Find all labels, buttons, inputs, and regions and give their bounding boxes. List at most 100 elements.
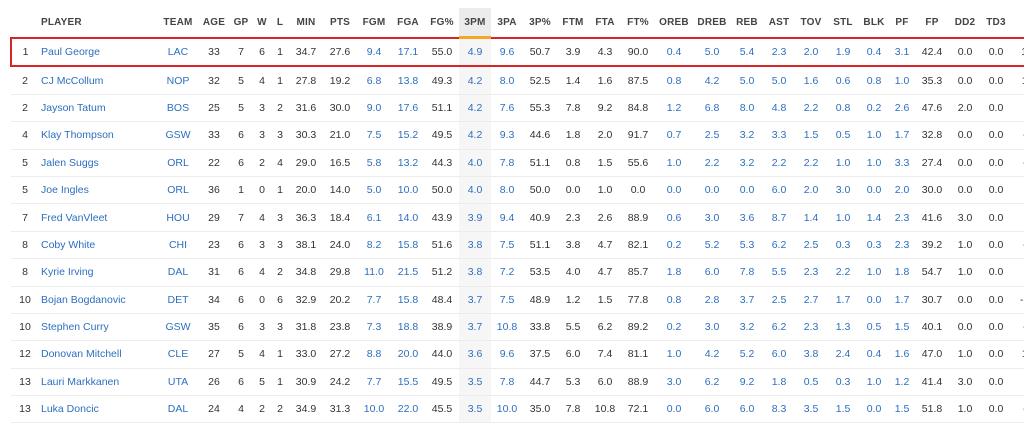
column-header-pts[interactable]: PTS xyxy=(323,8,357,38)
stat-cell-tov[interactable]: 2.3 xyxy=(795,313,827,342)
stat-cell-oreb[interactable]: 0.2 xyxy=(655,313,693,342)
stat-cell-blk[interactable]: 0.3 xyxy=(859,231,889,260)
player-name-link[interactable]: Bojan Bogdanovic xyxy=(39,286,157,314)
stat-cell-fga[interactable]: 18.8 xyxy=(391,313,425,342)
stat-cell-ast[interactable]: 5.5 xyxy=(763,258,795,287)
stat-cell-tov[interactable]: 2.2 xyxy=(795,149,827,177)
stat-cell-pf[interactable]: 1.7 xyxy=(889,286,915,314)
stat-cell-3pm[interactable]: 3.6 xyxy=(459,340,491,369)
stat-cell-dreb[interactable]: 2.5 xyxy=(693,121,731,150)
stat-cell-fga[interactable]: 15.2 xyxy=(391,121,425,150)
stat-cell-3pm[interactable]: 3.8 xyxy=(459,231,491,260)
stat-cell-pf[interactable]: 2.0 xyxy=(889,176,915,205)
stat-cell-oreb[interactable]: 0.4 xyxy=(655,36,693,68)
stat-cell-ast[interactable]: 5.0 xyxy=(763,66,795,95)
column-header-pf[interactable]: PF xyxy=(889,8,915,38)
stat-cell-tov[interactable]: 2.7 xyxy=(795,286,827,314)
stat-cell-pf[interactable]: 1.5 xyxy=(889,313,915,342)
stat-cell-stl[interactable]: 0.8 xyxy=(827,94,859,123)
stat-cell-blk[interactable]: 0.2 xyxy=(859,94,889,123)
column-header-w[interactable]: W xyxy=(253,8,271,38)
stat-cell-ast[interactable]: 1.8 xyxy=(763,368,795,397)
column-header-gp[interactable]: GP xyxy=(229,8,253,38)
stat-cell-reb[interactable]: 0.0 xyxy=(731,176,763,205)
stat-cell-reb[interactable]: 3.7 xyxy=(731,286,763,314)
stat-cell-ast[interactable]: 2.5 xyxy=(763,286,795,314)
stat-cell-fga[interactable]: 14.0 xyxy=(391,203,425,232)
table-row[interactable]: 4 Klay Thompson GSW 33 6 3 3 30.3 21.0 7.5 15.2 49.… xyxy=(11,121,1024,150)
stat-cell-stl[interactable]: 0.5 xyxy=(827,121,859,150)
stat-cell-3pa[interactable]: 7.8 xyxy=(491,149,523,177)
stat-cell-tov[interactable]: 1.4 xyxy=(795,203,827,232)
team-link[interactable]: ORL xyxy=(157,176,199,205)
stat-cell-blk[interactable]: 0.0 xyxy=(859,286,889,314)
column-header-dreb[interactable]: DREB xyxy=(693,8,731,38)
stat-cell-fga[interactable]: 13.2 xyxy=(391,149,425,177)
stat-cell-blk[interactable]: 0.8 xyxy=(859,66,889,95)
stat-cell-3pa[interactable]: 7.5 xyxy=(491,286,523,314)
stat-cell-fga[interactable]: 17.1 xyxy=(391,36,425,68)
stat-cell-dreb[interactable]: 2.8 xyxy=(693,286,731,314)
table-row[interactable]: 2 CJ McCollum NOP 32 5 4 1 27.8 19.2 6.8 13.8 49.3 4… xyxy=(11,66,1024,95)
stat-cell-dreb[interactable]: 5.2 xyxy=(693,231,731,260)
stat-cell-tov[interactable]: 1.6 xyxy=(795,66,827,95)
stat-cell-blk[interactable]: 0.4 xyxy=(859,36,889,68)
stat-cell-ast[interactable]: 2.2 xyxy=(763,149,795,177)
stat-cell-oreb[interactable]: 3.0 xyxy=(655,368,693,397)
table-row[interactable]: 12 Donovan Mitchell CLE 27 5 4 1 33.0 27.2 8.8 20.… xyxy=(11,340,1024,369)
column-header-ast[interactable]: AST xyxy=(763,8,795,38)
stat-cell-oreb[interactable]: 0.0 xyxy=(655,176,693,205)
stat-cell-fgm[interactable]: 11.0 xyxy=(357,258,391,287)
stat-cell-blk[interactable]: 0.5 xyxy=(859,313,889,342)
team-link[interactable]: CHI xyxy=(157,231,199,260)
table-row[interactable]: 10 Stephen Curry GSW 35 6 3 3 31.8 23.8 7.3 18.8 38… xyxy=(11,313,1024,342)
stat-cell-oreb[interactable]: 0.0 xyxy=(655,395,693,423)
player-name-link[interactable]: Coby White xyxy=(39,231,157,260)
stat-cell-dreb[interactable]: 4.2 xyxy=(693,340,731,369)
stat-cell-pf[interactable]: 1.2 xyxy=(889,368,915,397)
stat-cell-reb[interactable]: 7.8 xyxy=(731,258,763,287)
stat-cell-3pa[interactable]: 7.8 xyxy=(491,368,523,397)
table-row[interactable]: 8 Kyrie Irving DAL 31 6 4 2 34.8 29.8 11.0 21.5 51.… xyxy=(11,258,1024,287)
player-name-link[interactable]: Kyrie Irving xyxy=(39,258,157,287)
column-header-reb[interactable]: REB xyxy=(731,8,763,38)
column-header-min[interactable]: MIN xyxy=(289,8,323,38)
stat-cell-3pm[interactable]: 3.5 xyxy=(459,368,491,397)
stat-cell-reb[interactable]: 5.2 xyxy=(731,340,763,369)
stat-cell-dreb[interactable]: 6.0 xyxy=(693,258,731,287)
stat-cell-blk[interactable]: 0.0 xyxy=(859,176,889,205)
stat-cell-stl[interactable]: 1.0 xyxy=(827,149,859,177)
stat-cell-fga[interactable]: 22.0 xyxy=(391,395,425,423)
stat-cell-stl[interactable]: 1.5 xyxy=(827,395,859,423)
stat-cell-fga[interactable]: 10.0 xyxy=(391,176,425,205)
stat-cell-dreb[interactable]: 0.0 xyxy=(693,176,731,205)
stat-cell-tov[interactable]: 3.5 xyxy=(795,395,827,423)
player-name-link[interactable]: CJ McCollum xyxy=(39,66,157,95)
stat-cell-oreb[interactable]: 1.0 xyxy=(655,340,693,369)
stat-cell-stl[interactable]: 2.4 xyxy=(827,340,859,369)
table-row[interactable]: 7 Fred VanVleet HOU 29 7 4 3 36.3 18.4 6.1 14.0 43.… xyxy=(11,203,1024,232)
stat-cell-fgm[interactable]: 7.5 xyxy=(357,121,391,150)
stat-cell-3pm[interactable]: 4.0 xyxy=(459,176,491,205)
stat-cell-3pm[interactable]: 3.8 xyxy=(459,258,491,287)
team-link[interactable]: HOU xyxy=(157,203,199,232)
stat-cell-oreb[interactable]: 0.2 xyxy=(655,231,693,260)
stat-cell-blk[interactable]: 1.0 xyxy=(859,368,889,397)
column-header-player[interactable]: PLAYER xyxy=(39,8,157,38)
stat-cell-fga[interactable]: 15.8 xyxy=(391,286,425,314)
column-header-team[interactable]: TEAM xyxy=(157,8,199,38)
stat-cell-ast[interactable]: 8.7 xyxy=(763,203,795,232)
team-link[interactable]: GSW xyxy=(157,121,199,150)
stat-cell-tov[interactable]: 3.8 xyxy=(795,340,827,369)
column-header-stl[interactable]: STL xyxy=(827,8,859,38)
stat-cell-pf[interactable]: 2.3 xyxy=(889,203,915,232)
stat-cell-3pm[interactable]: 3.7 xyxy=(459,286,491,314)
team-link[interactable]: GSW xyxy=(157,313,199,342)
stat-cell-ast[interactable]: 8.3 xyxy=(763,395,795,423)
stat-cell-reb[interactable]: 9.2 xyxy=(731,368,763,397)
column-header-ft-pct[interactable]: FT% xyxy=(621,8,655,38)
stat-cell-fga[interactable]: 15.8 xyxy=(391,231,425,260)
team-link[interactable]: ORL xyxy=(157,149,199,177)
stat-cell-stl[interactable]: 3.0 xyxy=(827,176,859,205)
table-row[interactable]: 8 Coby White CHI 23 6 3 3 38.1 24.0 8.2 15.8 51.6 3.… xyxy=(11,231,1024,260)
